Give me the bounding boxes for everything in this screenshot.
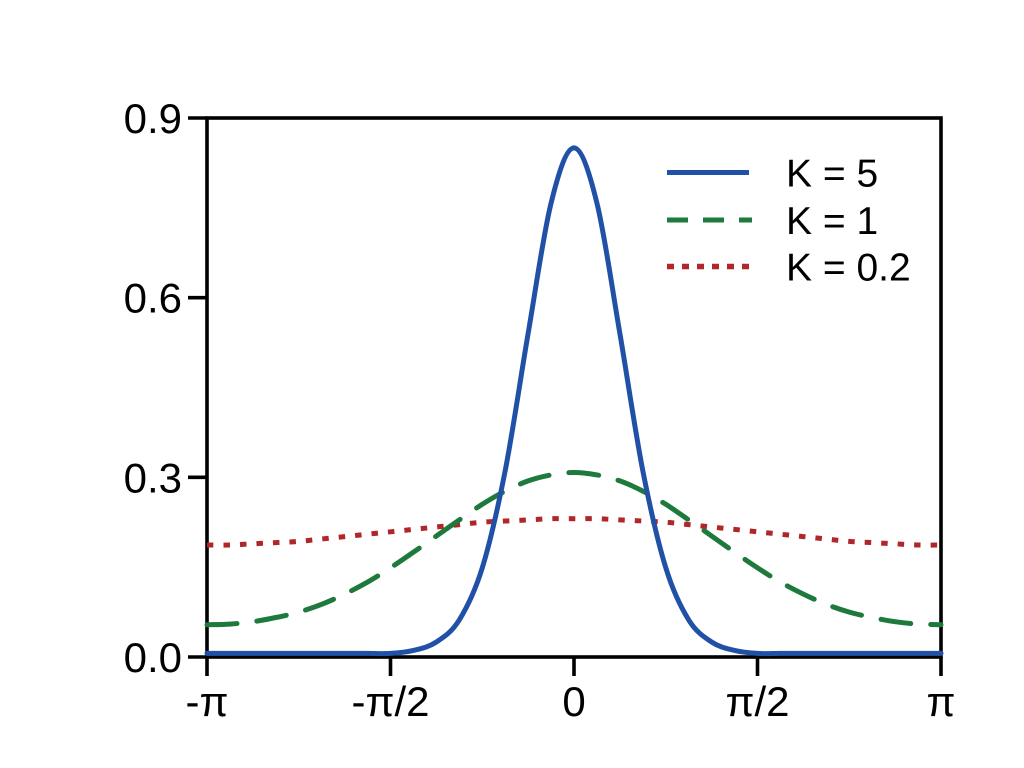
plot-curves [204, 145, 944, 657]
plot-border [205, 116, 943, 659]
curve-k-=-0.2 [206, 516, 942, 548]
legend-item-k1: K = 1 [667, 200, 878, 243]
curve-k-=-5 [204, 145, 944, 657]
x-tick-label: -π [186, 678, 229, 725]
y-tick-label: 0.3 [124, 454, 182, 501]
y-axis: 0.9 0.6 0.3 0.0 [124, 95, 207, 681]
x-tick-label: -π/2 [352, 678, 430, 725]
curve-k-=-1 [204, 470, 944, 628]
legend-label: K = 0.2 [786, 247, 911, 290]
legend-label: K = 5 [786, 153, 878, 196]
x-tick-label: 0 [562, 678, 585, 725]
x-tick-label: π [927, 678, 956, 725]
x-axis: -π -π/2 0 π/2 π [186, 657, 956, 725]
legend: K = 5 K = 1 K = 0.2 [667, 153, 911, 290]
y-tick-label: 0.9 [124, 95, 182, 142]
legend-label: K = 1 [786, 200, 878, 243]
x-tick-label: π/2 [725, 678, 789, 725]
legend-item-k02: K = 0.2 [667, 247, 911, 290]
y-tick-label: 0.0 [124, 634, 182, 681]
legend-item-k5: K = 5 [667, 153, 878, 196]
y-tick-label: 0.6 [124, 275, 182, 322]
